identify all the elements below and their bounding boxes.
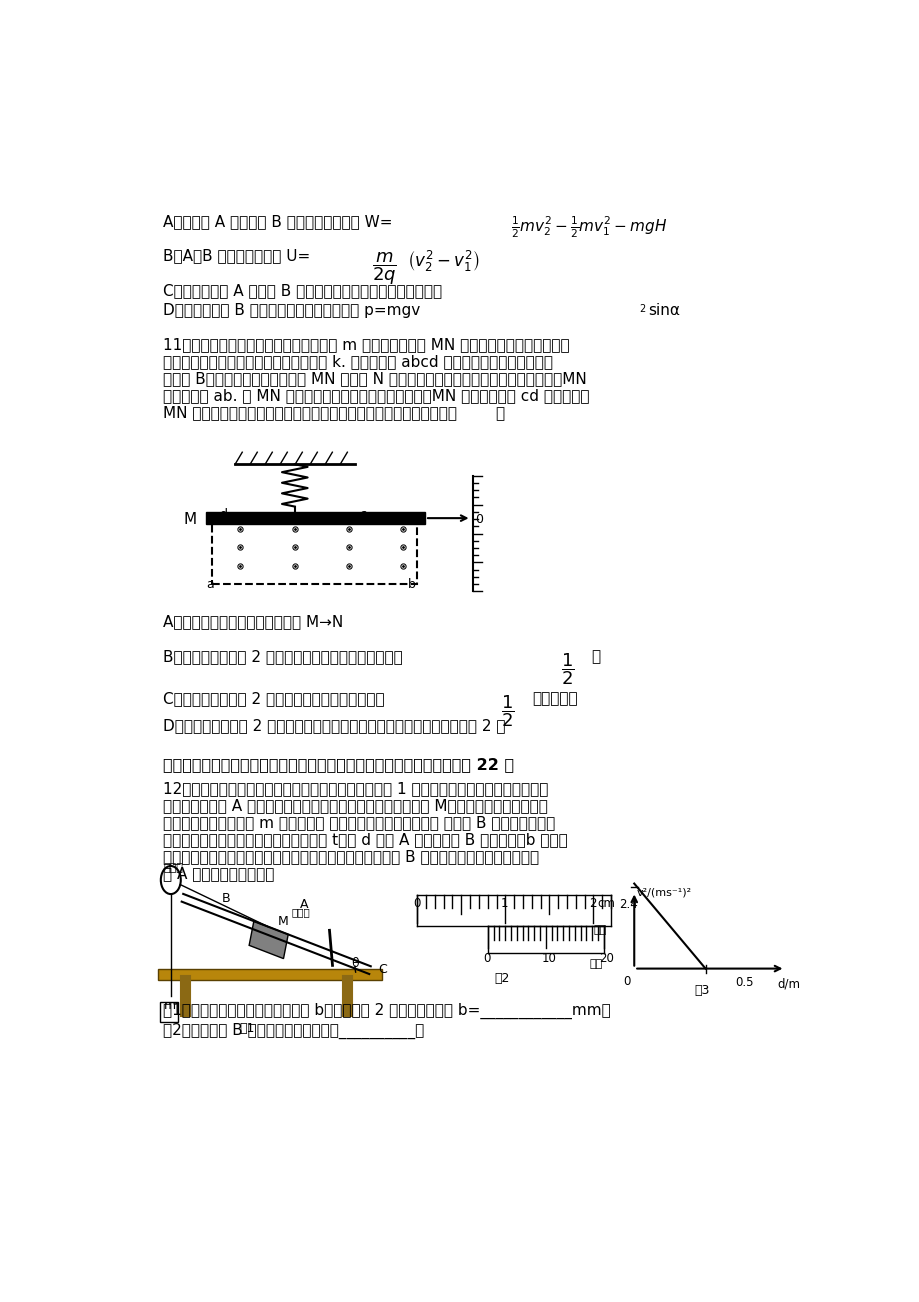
Text: 0: 0 <box>482 952 490 965</box>
Text: 2.4: 2.4 <box>618 898 637 911</box>
Text: 0: 0 <box>623 975 630 988</box>
Text: D．若将量程扩大到 2 倍，需要将磁感应强度和弹簧劲度系数均增大为原来 2 倍: D．若将量程扩大到 2 倍，需要将磁感应强度和弹簧劲度系数均增大为原来 2 倍 <box>164 719 505 733</box>
Text: 1: 1 <box>501 897 508 910</box>
Text: 光电门: 光电门 <box>163 863 183 874</box>
Text: $\dfrac{m}{2q}$: $\dfrac{m}{2q}$ <box>371 250 396 286</box>
Text: $\dfrac{1}{2}$: $\dfrac{1}{2}$ <box>560 651 573 687</box>
Text: 游标: 游标 <box>589 960 602 970</box>
Text: C．带电小球由 A 运动到 B 的过程中，电场力对小球一定做正功: C．带电小球由 A 运动到 B 的过程中，电场力对小球一定做正功 <box>164 284 442 298</box>
Text: 2: 2 <box>588 897 596 910</box>
Text: N: N <box>405 512 416 527</box>
Text: $\dfrac{1}{2}$: $\dfrac{1}{2}$ <box>501 694 514 729</box>
Bar <box>206 512 425 525</box>
Text: 可以测量遮光片经过光电门时的挡光时间 t，用 d 表示 A 点到光电门 B 处的距离，b 表示遮: 可以测量遮光片经过光电门时的挡光时间 t，用 d 表示 A 点到光电门 B 处的… <box>164 832 568 848</box>
Text: 的长度大于 ab. 当 MN 中没有电流通过且处于平衡状态时，MN 与矩形区域的 cd 边重合；当: 的长度大于 ab. 当 MN 中没有电流通过且处于平衡状态时，MN 与矩形区域的… <box>164 388 589 404</box>
Bar <box>160 1001 177 1022</box>
Text: 0: 0 <box>475 513 482 526</box>
Bar <box>249 921 288 958</box>
Text: 光片的宽度，将遮光片通过光电门的平均速度看作滑块通过 B 点时的瞬时速度，实验时滑块: 光片的宽度，将遮光片通过光电门的平均速度看作滑块通过 B 点时的瞬时速度，实验时… <box>164 849 539 865</box>
Text: 在 A 处由静止开始运动．: 在 A 处由静止开始运动． <box>164 866 275 881</box>
Text: 11．一电流表的原理图如图所示．质量为 m 的匀质细金属棒 MN 的中点处通过一绝缘挂钩与: 11．一电流表的原理图如图所示．质量为 m 的匀质细金属棒 MN 的中点处通过一… <box>164 337 570 352</box>
Text: sinα: sinα <box>648 302 679 318</box>
Text: A．若要电流表正常工作，电流由 M→N: A．若要电流表正常工作，电流由 M→N <box>164 615 344 629</box>
Text: 一竖直悬挂的弹簧相连，弹簧劲度系数为 k. 在矩形区域 abcd 内有匀强磁场，磁感应强度: 一竖直悬挂的弹簧相连，弹簧劲度系数为 k. 在矩形区域 abcd 内有匀强磁场，… <box>164 354 553 370</box>
Text: 倍的轻弹簧: 倍的轻弹簧 <box>531 691 577 707</box>
Text: d: d <box>220 508 227 521</box>
Text: MN 中有电流通过时，指针示数可表示电流大小．下列说法正确的是（        ）: MN 中有电流通过时，指针示数可表示电流大小．下列说法正确的是（ ） <box>164 405 505 421</box>
Text: m: m <box>164 999 176 1012</box>
Text: 垫导轨；导轨上 A 点处有一带长方形遮光片的滑块，其总质量为 M，左端由跨过轻质光滑定: 垫导轨；导轨上 A 点处有一带长方形遮光片的滑块，其总质量为 M，左端由跨过轻质… <box>164 798 548 814</box>
Text: 遮光片: 遮光片 <box>291 907 310 917</box>
Text: A: A <box>299 898 308 911</box>
Text: 图2: 图2 <box>494 973 509 986</box>
Text: 图3: 图3 <box>694 984 709 997</box>
Text: D．小球运动到 B 点时所受重力的瞬时功率为 p=mgv: D．小球运动到 B 点时所受重力的瞬时功率为 p=mgv <box>164 302 420 318</box>
Text: C: C <box>378 963 387 976</box>
Text: A．小球由 A 点运动至 B 点，电场力做的功 W=: A．小球由 A 点运动至 B 点，电场力做的功 W= <box>164 214 392 229</box>
Text: B．A、B 两点间的电势差 U=: B．A、B 两点间的电势差 U= <box>164 249 311 263</box>
Bar <box>211 522 417 583</box>
Text: M: M <box>278 915 289 928</box>
Text: M: M <box>183 512 196 527</box>
Text: 图1: 图1 <box>239 1022 254 1035</box>
Text: 倍: 倍 <box>591 648 600 664</box>
Text: 三、简答题：把答案填在答题纸相应的横线上或按题目要求作答．两题共 22 分: 三、简答题：把答案填在答题纸相应的横线上或按题目要求作答．两题共 22 分 <box>164 756 514 772</box>
Text: $\left(v_2^2-v_1^2\right)$: $\left(v_2^2-v_1^2\right)$ <box>407 249 479 273</box>
Text: B: B <box>221 892 231 905</box>
Text: 主尺: 主尺 <box>593 924 606 935</box>
Text: v²/(ms⁻¹)²: v²/(ms⁻¹)² <box>636 888 691 898</box>
Text: b: b <box>407 578 415 591</box>
Text: B．若将量程扩大到 2 倍，只需将磁感应强度变为原来的: B．若将量程扩大到 2 倍，只需将磁感应强度变为原来的 <box>164 648 403 664</box>
Text: （2）滑块通过 B 点的瞬时速度可表示为__________；: （2）滑块通过 B 点的瞬时速度可表示为__________； <box>164 1022 425 1039</box>
Text: cm: cm <box>596 897 614 910</box>
Text: θ: θ <box>351 957 358 970</box>
Text: 大小为 B，方向垂直纸面向外．与 MN 的右端 N 连接的一绝缘轻指针可指示标尺上的读数，MN: 大小为 B，方向垂直纸面向外．与 MN 的右端 N 连接的一绝缘轻指针可指示标尺… <box>164 371 586 387</box>
Text: 12．利用气垫导轨验证机械能守恒定律，实验装置如图 1 所示，水平桌面上固定一倾斜的气: 12．利用气垫导轨验证机械能守恒定律，实验装置如图 1 所示，水平桌面上固定一倾… <box>164 781 549 797</box>
Text: 滑轮的细绳与一质量为 m 的小球相连 遮光片两条长边与导轨垂直 导轨上 B 点有一光电门，: 滑轮的细绳与一质量为 m 的小球相连 遮光片两条长边与导轨垂直 导轨上 B 点有… <box>164 815 555 831</box>
Text: （1）用游标卡尺测量遮光条的宽度 b，结果如图 2 所示，由此读出 b=____________mm；: （1）用游标卡尺测量遮光条的宽度 b，结果如图 2 所示，由此读出 b=____… <box>164 1004 610 1019</box>
Text: d/m: d/m <box>777 978 800 991</box>
Text: 0: 0 <box>413 897 420 910</box>
Text: 10: 10 <box>541 952 556 965</box>
Bar <box>157 969 382 980</box>
Text: $\frac{1}{2}mv_2^2-\frac{1}{2}mv_1^2-mgH$: $\frac{1}{2}mv_2^2-\frac{1}{2}mv_1^2-mgH… <box>510 214 666 240</box>
Text: a: a <box>206 578 214 591</box>
Text: $_2$: $_2$ <box>639 301 646 315</box>
Text: 0.5: 0.5 <box>734 976 753 990</box>
Text: C．若将量程扩大到 2 倍，可换一根劲度系数为原来: C．若将量程扩大到 2 倍，可换一根劲度系数为原来 <box>164 691 385 707</box>
Text: 20: 20 <box>599 952 614 965</box>
Text: c: c <box>358 508 366 521</box>
